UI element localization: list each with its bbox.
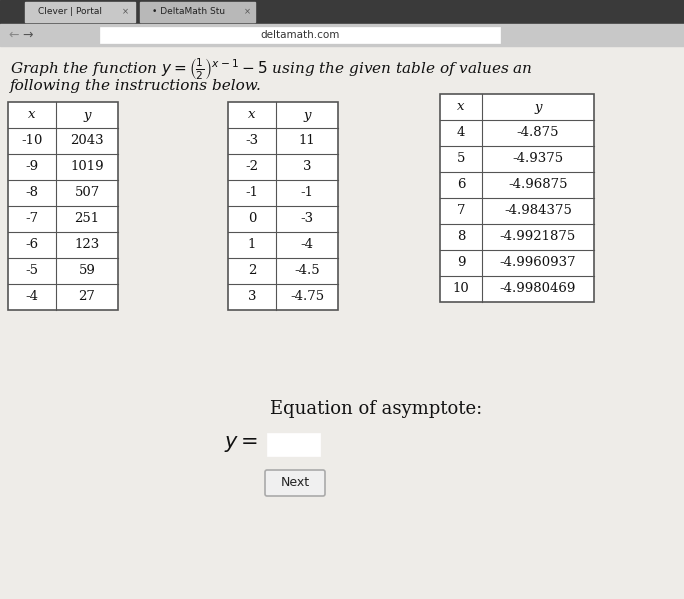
Text: 59: 59 (79, 265, 96, 277)
Text: 2043: 2043 (70, 135, 104, 147)
Text: 251: 251 (75, 213, 100, 225)
Text: -4.9921875: -4.9921875 (500, 231, 576, 244)
Text: x: x (28, 108, 36, 122)
Text: -4.5: -4.5 (294, 265, 320, 277)
Bar (140, 2, 255, 22)
Text: 5: 5 (457, 153, 465, 165)
Text: 6: 6 (457, 179, 465, 192)
Text: 123: 123 (75, 238, 100, 252)
Text: ×: × (122, 8, 129, 17)
Bar (440, 94, 594, 302)
Text: -1: -1 (300, 186, 313, 199)
Text: x: x (248, 108, 256, 122)
Text: -4.9375: -4.9375 (512, 153, 564, 165)
Bar (25, 2, 135, 22)
Text: Equation of asymptote:: Equation of asymptote: (270, 400, 482, 418)
Text: 2: 2 (248, 265, 256, 277)
Text: -4.984375: -4.984375 (504, 204, 572, 217)
Text: deltamath.com: deltamath.com (261, 30, 340, 40)
Text: y: y (534, 101, 542, 113)
Text: 3: 3 (303, 161, 311, 174)
Text: 3: 3 (248, 291, 256, 304)
Text: Graph the function $y = \left(\frac{1}{2}\right)^{x-1} - 5$ using the given tabl: Graph the function $y = \left(\frac{1}{2… (10, 56, 533, 82)
Text: 1: 1 (248, 238, 256, 252)
Text: -7: -7 (25, 213, 38, 225)
Text: -4.96875: -4.96875 (508, 179, 568, 192)
Text: $y = $: $y = $ (224, 434, 259, 454)
Text: Next: Next (280, 476, 310, 489)
Text: 8: 8 (457, 231, 465, 244)
Text: -5: -5 (25, 265, 38, 277)
Text: y: y (303, 108, 311, 122)
Text: ←: ← (8, 29, 18, 41)
Text: ×: × (244, 8, 250, 17)
Text: -4: -4 (300, 238, 313, 252)
Text: x: x (457, 101, 464, 113)
Bar (8, 102, 118, 310)
Bar (0, 0, 684, 25)
Bar (268, 434, 320, 456)
Text: following the instructions below.: following the instructions below. (10, 79, 262, 93)
Text: -2: -2 (246, 161, 259, 174)
Text: -9: -9 (25, 161, 38, 174)
Text: -10: -10 (21, 135, 42, 147)
Text: 27: 27 (79, 291, 96, 304)
Text: 11: 11 (299, 135, 315, 147)
Text: 10: 10 (453, 283, 469, 295)
Bar (228, 102, 338, 310)
Text: 9: 9 (457, 256, 465, 270)
Text: -6: -6 (25, 238, 38, 252)
Bar (100, 27, 500, 43)
Bar (0, 24, 684, 46)
Text: Clever | Portal: Clever | Portal (38, 8, 102, 17)
Text: -4.75: -4.75 (290, 291, 324, 304)
Bar (8, 102, 118, 310)
Text: -1: -1 (246, 186, 259, 199)
Text: 1019: 1019 (70, 161, 104, 174)
Text: -4: -4 (25, 291, 38, 304)
Text: -4.9980469: -4.9980469 (500, 283, 576, 295)
Text: 4: 4 (457, 126, 465, 140)
Text: -3: -3 (300, 213, 313, 225)
Text: 0: 0 (248, 213, 256, 225)
Text: • DeltaMath Stu: • DeltaMath Stu (152, 8, 225, 17)
Bar (440, 94, 594, 302)
Text: -4.9960937: -4.9960937 (500, 256, 577, 270)
Text: 7: 7 (457, 204, 465, 217)
Text: y: y (83, 108, 91, 122)
FancyBboxPatch shape (265, 470, 325, 496)
Text: →: → (22, 29, 33, 41)
Text: 507: 507 (75, 186, 100, 199)
Text: -8: -8 (25, 186, 38, 199)
Text: -3: -3 (246, 135, 259, 147)
Text: -4.875: -4.875 (516, 126, 560, 140)
Bar (228, 102, 338, 310)
